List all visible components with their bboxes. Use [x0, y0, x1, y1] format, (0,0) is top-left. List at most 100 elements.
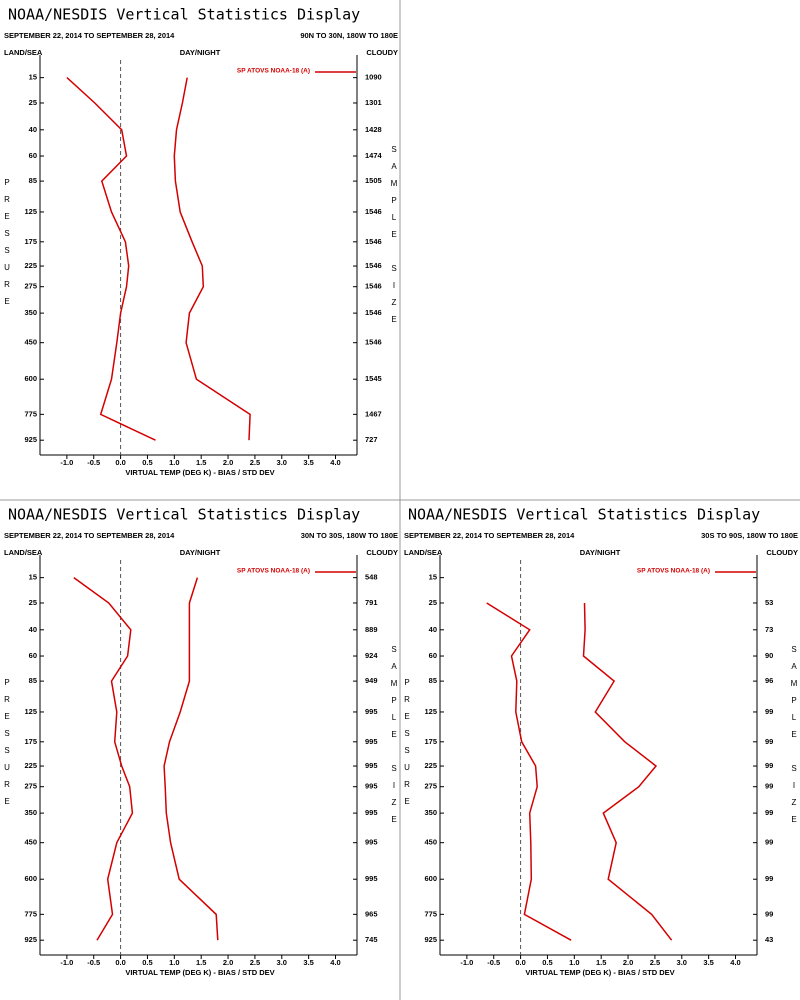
- y-tick-label: 775: [424, 909, 437, 918]
- x-tick-label: -1.0: [60, 458, 73, 467]
- subtitle: SEPTEMBER 22, 2014 TO SEPTEMBER 28, 2014: [4, 531, 175, 540]
- sample-size-label: 99: [765, 782, 773, 791]
- x-tick-label: 4.0: [730, 958, 740, 967]
- y-axis-label: PRESSURE: [403, 678, 412, 814]
- sample-size-label: 1505: [365, 176, 382, 185]
- chart-title: NOAA/NESDIS Vertical Statistics Display: [408, 506, 760, 524]
- sample-size-label: 99: [765, 761, 773, 770]
- y2-axis-label: SAMPLE SIZE: [790, 645, 799, 832]
- sample-size-label: 53: [765, 598, 773, 607]
- y-tick-label: 350: [424, 808, 437, 817]
- sample-size-label: 1467: [365, 409, 382, 418]
- cloud: CLOUDY: [366, 548, 398, 557]
- y-tick-label: 15: [29, 573, 37, 582]
- sample-size-label: 99: [765, 808, 773, 817]
- x-axis-label: VIRTUAL TEMP (DEG K) - BIAS / STD DEV: [525, 968, 674, 977]
- cloud: CLOUDY: [766, 548, 798, 557]
- sample-size-label: 727: [365, 435, 378, 444]
- data-line: [486, 602, 572, 941]
- y-tick-label: 450: [24, 338, 37, 347]
- legend-label: SP ATOVS NOAA-18 (A): [237, 68, 310, 75]
- x-axis-label: VIRTUAL TEMP (DEG K) - BIAS / STD DEV: [125, 968, 274, 977]
- sample-size-label: 995: [365, 761, 378, 770]
- day-night: DAY/NIGHT: [580, 548, 621, 557]
- y-tick-label: 450: [424, 838, 437, 847]
- sample-size-label: 995: [365, 782, 378, 791]
- y-tick-label: 125: [24, 207, 37, 216]
- sample-size-label: 1546: [365, 282, 382, 291]
- y-tick-label: 925: [24, 435, 37, 444]
- data-line: [582, 602, 673, 941]
- x-tick-label: 0.5: [142, 958, 152, 967]
- sample-size-label: 949: [365, 676, 378, 685]
- x-tick-label: 3.5: [303, 958, 313, 967]
- x-tick-label: 4.0: [330, 458, 340, 467]
- y-tick-label: 225: [24, 761, 37, 770]
- sample-size-label: 1546: [365, 338, 382, 347]
- y-tick-label: 60: [29, 651, 37, 660]
- sample-size-label: 1546: [365, 261, 382, 270]
- y-tick-label: 85: [429, 676, 437, 685]
- sample-size-label: 965: [365, 909, 378, 918]
- land-sea: LAND/SEA: [4, 48, 43, 57]
- y-axis-label: PRESSURE: [3, 178, 12, 314]
- sample-size-label: 99: [765, 707, 773, 716]
- y-tick-label: 925: [24, 935, 37, 944]
- x-tick-label: 2.5: [250, 458, 260, 467]
- sample-size-label: 1546: [365, 207, 382, 216]
- x-tick-label: -1.0: [60, 958, 73, 967]
- region: 30S TO 90S, 180W TO 180E: [701, 531, 798, 540]
- x-tick-label: 0.5: [542, 958, 552, 967]
- legend-label: SP ATOVS NOAA-18 (A): [637, 568, 710, 575]
- x-tick-label: -0.5: [87, 958, 100, 967]
- panel: NOAA/NESDIS Vertical Statistics Display S…: [3, 506, 399, 977]
- sample-size-label: 1474: [365, 151, 383, 160]
- y2-axis-label: SAMPLE SIZE: [390, 145, 399, 332]
- x-tick-label: 1.0: [169, 958, 179, 967]
- x-tick-label: 2.0: [223, 958, 233, 967]
- y-tick-label: 85: [29, 676, 37, 685]
- chart-title: NOAA/NESDIS Vertical Statistics Display: [8, 506, 360, 524]
- sample-size-label: 995: [365, 874, 378, 883]
- region: 90N TO 30N, 180W TO 180E: [300, 31, 398, 40]
- x-tick-label: 1.5: [196, 458, 206, 467]
- y-tick-label: 125: [24, 707, 37, 716]
- sample-size-label: 90: [765, 651, 773, 660]
- y-tick-label: 25: [429, 598, 437, 607]
- y-tick-label: 40: [29, 625, 37, 634]
- sample-size-label: 99: [765, 737, 773, 746]
- sample-size-label: 1546: [365, 308, 382, 317]
- y-tick-label: 775: [24, 909, 37, 918]
- y-tick-label: 25: [29, 98, 37, 107]
- x-tick-label: 0.0: [115, 958, 125, 967]
- y-axis-label: PRESSURE: [3, 678, 12, 814]
- sample-size-label: 745: [365, 935, 378, 944]
- sample-size-label: 1090: [365, 73, 382, 82]
- x-tick-label: 3.5: [303, 458, 313, 467]
- y-tick-label: 125: [424, 707, 437, 716]
- x-tick-label: -0.5: [487, 958, 500, 967]
- land-sea: LAND/SEA: [4, 548, 43, 557]
- sample-size-label: 73: [765, 625, 773, 634]
- y-tick-label: 350: [24, 308, 37, 317]
- sample-size-label: 924: [365, 651, 378, 660]
- sample-size-label: 548: [365, 573, 378, 582]
- y-tick-label: 600: [24, 374, 37, 383]
- x-tick-label: 2.0: [623, 958, 633, 967]
- subtitle: SEPTEMBER 22, 2014 TO SEPTEMBER 28, 2014: [4, 31, 175, 40]
- y-tick-label: 40: [29, 125, 37, 134]
- sample-size-label: 99: [765, 874, 773, 883]
- panel: NOAA/NESDIS Vertical Statistics Display S…: [403, 506, 799, 977]
- y-tick-label: 15: [29, 73, 37, 82]
- data-line: [173, 77, 251, 441]
- sample-size-label: 1301: [365, 98, 382, 107]
- day-night: DAY/NIGHT: [180, 548, 221, 557]
- land-sea: LAND/SEA: [404, 548, 443, 557]
- panel: NOAA/NESDIS Vertical Statistics Display S…: [3, 6, 399, 477]
- x-tick-label: 0.5: [142, 458, 152, 467]
- y-tick-label: 225: [424, 761, 437, 770]
- y-tick-label: 40: [429, 625, 437, 634]
- y2-axis-label: SAMPLE SIZE: [390, 645, 399, 832]
- cloud: CLOUDY: [366, 48, 398, 57]
- day-night: DAY/NIGHT: [180, 48, 221, 57]
